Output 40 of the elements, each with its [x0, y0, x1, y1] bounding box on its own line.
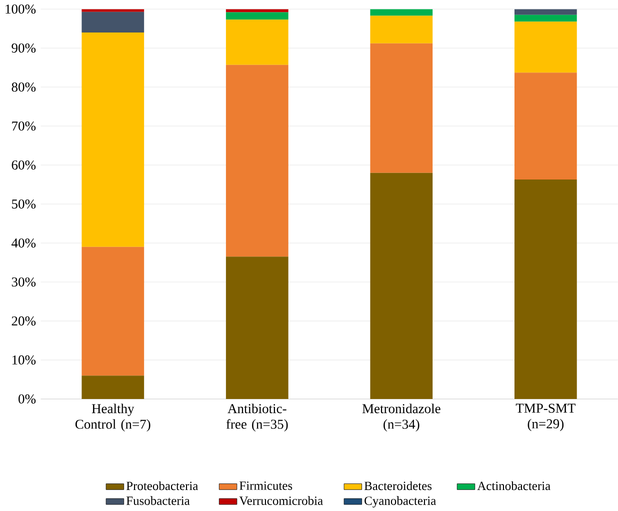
bar: [370, 43, 433, 173]
y-tick-label: 10%: [12, 355, 36, 365]
legend-label: Proteobacteria: [126, 481, 198, 490]
bar: [514, 22, 577, 73]
legend-label: Fusobacteria: [126, 496, 190, 505]
y-tick-label: 50%: [12, 199, 36, 209]
bar: [514, 72, 577, 180]
bar: [82, 9, 144, 12]
bar: [82, 32, 144, 247]
bar: [82, 246, 144, 376]
y-tick-label: 100%: [6, 4, 36, 14]
bar: [370, 16, 433, 44]
bar: [514, 9, 577, 15]
bar: [226, 256, 288, 399]
bar: [370, 172, 433, 399]
bar: [370, 9, 433, 16]
legend-label: Bacteroidetes: [364, 481, 432, 490]
bar: [514, 179, 577, 399]
y-tick-label: 20%: [12, 316, 36, 326]
legend-label: Actinobacteria: [477, 481, 550, 490]
x-tick-label: TMP-SMT (n=29): [516, 404, 576, 432]
y-tick-label: 90%: [12, 44, 36, 53]
y-tick-label: 0%: [18, 394, 36, 404]
legend-label: Verrucomicrobia: [239, 496, 323, 506]
bar: [82, 12, 144, 32]
y-tick-label: 60%: [12, 160, 36, 170]
bar: [514, 14, 577, 22]
legend-label: Cyanobacteria: [364, 496, 436, 508]
y-tick-label: 70%: [12, 121, 36, 131]
y-tick-label: 40%: [12, 238, 36, 248]
y-tick-label: 30%: [12, 277, 36, 287]
x-tick-label: Metronidazole (n=34): [362, 404, 440, 432]
x-tick-label: Antibiotic-free (n=35): [226, 404, 288, 432]
bar: [226, 20, 288, 65]
bar: [82, 376, 144, 399]
bar: [226, 12, 288, 20]
y-tick-label: 80%: [12, 82, 36, 92]
legend-label: Firmicutes: [240, 482, 292, 490]
bar: [226, 64, 288, 257]
x-tick-label: Healthy Control (n=7): [75, 404, 150, 432]
